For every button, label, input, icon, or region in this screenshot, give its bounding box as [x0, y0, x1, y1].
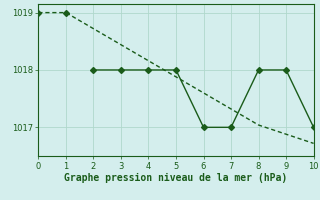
X-axis label: Graphe pression niveau de la mer (hPa): Graphe pression niveau de la mer (hPa)	[64, 173, 288, 183]
